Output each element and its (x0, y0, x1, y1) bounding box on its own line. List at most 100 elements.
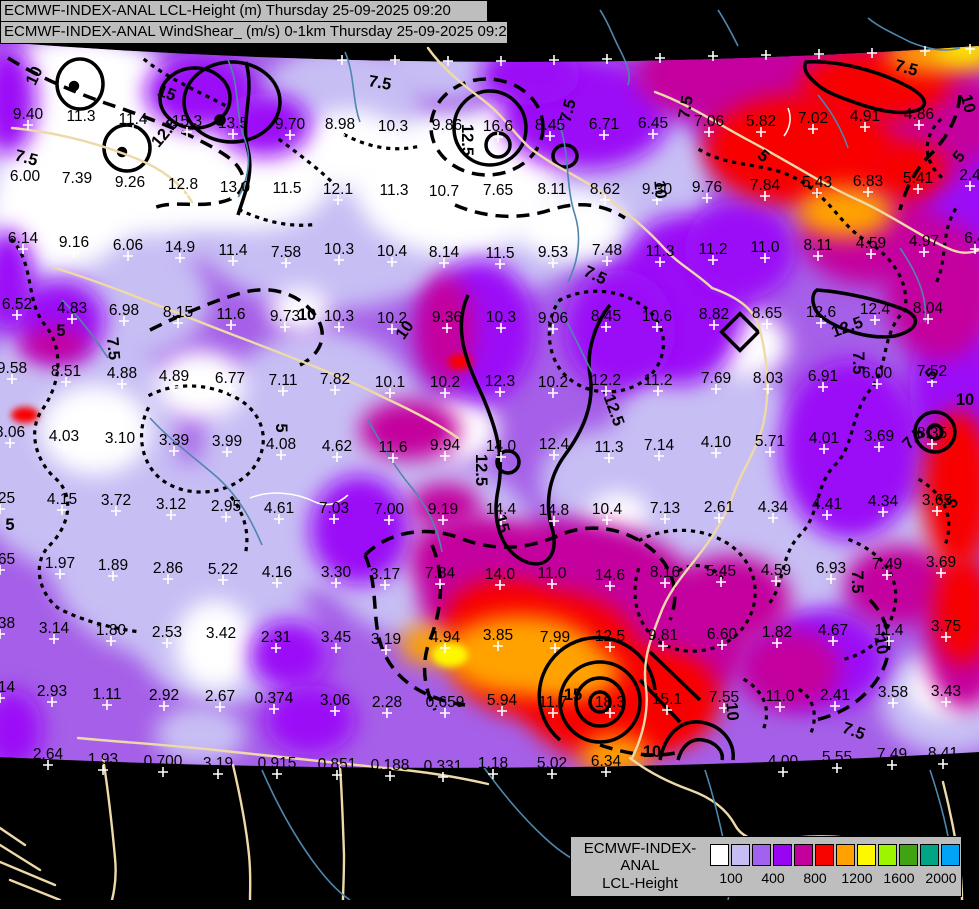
station-mark (860, 122, 870, 132)
station-mark (0, 629, 5, 639)
station-value: 0.374 (255, 690, 294, 707)
station-value: 4.89 (159, 368, 189, 385)
contour-label: 7.5 (893, 57, 920, 80)
field-blob-vio (565, 270, 675, 390)
field-blob-yel (432, 643, 468, 667)
station-mark (274, 514, 284, 524)
station-value: 9.94 (430, 437, 461, 454)
station-mark (335, 130, 345, 140)
station-value: 3.42 (206, 625, 236, 642)
station-mark (173, 318, 183, 328)
station-value: 10.2 (377, 310, 407, 327)
station-mark (812, 188, 822, 198)
station-value: 6.60 (707, 626, 738, 643)
station-value: 8.15 (163, 304, 193, 321)
station-value: 3.38 (0, 615, 15, 632)
station-mark (388, 453, 398, 463)
legend-tick-labels: 100 400 800 1200 1600 2000 (710, 870, 962, 888)
legend-text-block: ECMWF-INDEX-ANAL LCL-Height m (571, 840, 709, 909)
station-mark (123, 251, 133, 261)
contours-white (249, 107, 791, 506)
legend-swatch (710, 844, 729, 866)
legend-source: ECMWF-INDEX-ANAL (583, 840, 697, 874)
color-legend: ECMWF-INDEX-ANAL LCL-Height m 100 400 80… (570, 836, 962, 909)
station-mark (215, 702, 225, 712)
station-mark (438, 772, 448, 782)
grid-mark (920, 46, 930, 56)
station-value: 6.91 (808, 368, 838, 385)
station-mark (119, 316, 129, 326)
station-mark (775, 702, 785, 712)
station-value: 4.25 (0, 490, 15, 507)
station-mark (166, 510, 176, 520)
station-mark (178, 190, 188, 200)
legend-swatch (857, 844, 876, 866)
station-mark (493, 196, 503, 206)
grid-mark (655, 53, 665, 63)
station-value: 14.8 (539, 502, 569, 519)
station-value: 4.83 (57, 300, 87, 317)
station-mark (938, 759, 948, 769)
station-value: 6.83 (853, 173, 883, 190)
field-blob-white (175, 600, 255, 690)
field-blob-red (865, 140, 945, 200)
station-value: 11.6 (378, 439, 407, 456)
station-mark (381, 645, 391, 655)
station-mark (768, 513, 778, 523)
station-value: 3.99 (212, 433, 242, 450)
legend-swatch (836, 844, 855, 866)
station-mark (67, 314, 77, 324)
station-mark (440, 451, 450, 461)
station-mark (330, 706, 340, 716)
station-value: 10.4 (377, 243, 408, 260)
station-mark (816, 318, 826, 328)
station-value: 8.45 (591, 308, 621, 325)
field-blob-white (515, 190, 625, 260)
station-mark (887, 760, 897, 770)
station-value: 7.84 (425, 565, 456, 582)
station-mark (493, 641, 503, 651)
station-value: 1.18 (478, 755, 508, 772)
station-value: 5.43 (802, 174, 832, 191)
station-value: 11.4 (218, 242, 247, 259)
station-mark (5, 438, 15, 448)
station-mark (72, 184, 82, 194)
station-value: 7.11 (268, 372, 297, 389)
station-mark (719, 703, 729, 713)
station-mark (547, 769, 557, 779)
station-value: 6.00 (862, 365, 893, 382)
station-mark (605, 708, 615, 718)
station-value: 8.51 (51, 363, 81, 380)
field-blob-mag (360, 400, 460, 460)
station-value: 4.67 (818, 622, 848, 639)
station-mark (280, 322, 290, 332)
station-mark (819, 444, 829, 454)
contour-label: 10 (722, 702, 742, 722)
station-mark (919, 247, 929, 257)
station-mark (495, 259, 505, 269)
station-mark (334, 255, 344, 265)
station-mark (547, 579, 557, 589)
station-mark (117, 379, 127, 389)
station-value: 14.6 (595, 567, 625, 584)
station-mark (442, 131, 452, 141)
contour-label: 10 (870, 635, 891, 656)
station-value: 2.67 (205, 688, 235, 705)
windshear-contours (7, 56, 962, 761)
station-mark (0, 565, 5, 575)
station-mark (711, 448, 721, 458)
station-mark (548, 324, 558, 334)
station-value: 11.3 (66, 108, 95, 125)
station-value: 11.3 (645, 243, 674, 260)
station-value: 3.45 (321, 629, 351, 646)
station-value: 10.3 (324, 241, 354, 258)
station-value: 4.10 (701, 434, 732, 451)
station-mark (488, 769, 498, 779)
station-value: 7.13 (650, 500, 680, 517)
station-value: 5.55 (822, 749, 852, 766)
station-mark (965, 181, 975, 191)
station-mark (382, 708, 392, 718)
contour-label: 15 (491, 513, 513, 535)
grid-mark (965, 44, 975, 54)
station-mark (278, 386, 288, 396)
